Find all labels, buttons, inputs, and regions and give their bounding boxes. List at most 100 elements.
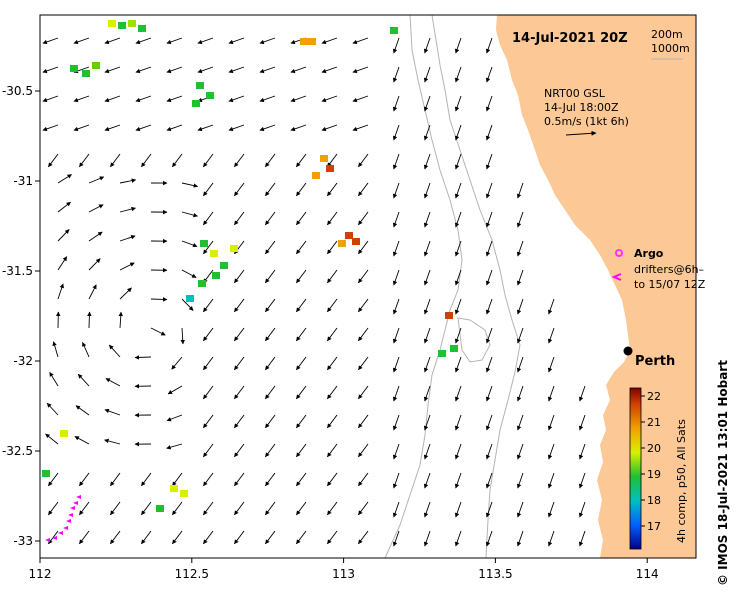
current-arrow	[358, 298, 369, 313]
current-arrow	[197, 124, 214, 132]
current-vectors	[42, 37, 586, 547]
current-arrow	[547, 327, 555, 344]
current-arrow	[296, 269, 307, 284]
current-arrow	[296, 182, 307, 197]
current-arrow	[234, 269, 245, 284]
current-arrow	[172, 501, 183, 516]
current-arrow	[485, 124, 493, 141]
current-arrow	[234, 211, 245, 226]
current-arrow	[79, 472, 90, 487]
current-arrow	[203, 414, 214, 429]
y-tick-label: -30.5	[2, 84, 33, 98]
current-arrow	[296, 356, 307, 371]
current-arrow	[454, 385, 462, 402]
current-arrow	[181, 182, 199, 188]
sst-pixel	[138, 25, 146, 32]
current-arrow	[259, 37, 276, 45]
current-arrow	[358, 182, 369, 197]
current-arrow	[57, 229, 70, 242]
sst-pixel	[308, 38, 316, 45]
current-arrow	[110, 472, 121, 487]
colorbar-tick-label: 19	[647, 468, 661, 481]
sst-pixel	[60, 430, 68, 437]
current-arrow	[327, 414, 338, 429]
current-arrow	[423, 414, 431, 431]
current-arrow	[296, 385, 307, 400]
current-arrow	[578, 443, 586, 460]
current-arrow	[172, 153, 183, 168]
sst-pixel	[82, 70, 90, 77]
current-arrow	[392, 211, 400, 228]
perth-label: Perth	[635, 354, 675, 369]
current-arrow	[135, 124, 152, 132]
x-tick-label: 112.5	[175, 567, 209, 581]
current-arrow	[234, 182, 245, 197]
current-arrow	[485, 153, 493, 170]
current-arrow	[79, 153, 90, 168]
current-arrow	[234, 298, 245, 313]
contour-label-1000m: 1000m	[651, 42, 690, 55]
current-arrow	[578, 530, 586, 547]
current-arrow	[203, 443, 214, 458]
current-arrow	[119, 287, 132, 300]
current-arrow	[547, 530, 555, 547]
y-axis: -30.5 -31 -31.5 -32 -32.5 -33	[2, 84, 40, 548]
current-arrow	[181, 298, 194, 311]
sst-pixel	[438, 350, 446, 357]
argo-label: Argo	[634, 247, 664, 260]
sst-pixel	[390, 27, 398, 34]
current-arrow	[454, 37, 462, 54]
current-arrow	[234, 153, 245, 168]
current-arrow	[454, 269, 462, 286]
current-arrow	[118, 311, 124, 329]
current-arrow	[265, 153, 276, 168]
current-arrow	[181, 211, 198, 218]
current-arrow	[516, 269, 524, 286]
sst-pixel	[300, 38, 308, 45]
current-arrow	[485, 414, 493, 431]
current-arrow	[203, 211, 214, 226]
current-arrow	[265, 443, 276, 458]
current-arrow	[392, 414, 400, 431]
current-arrow	[82, 341, 90, 358]
current-arrow	[57, 174, 72, 184]
current-arrow	[88, 204, 104, 213]
current-arrow	[234, 501, 245, 516]
current-arrow	[296, 472, 307, 487]
current-arrow	[79, 530, 90, 545]
contour-label-200m: 200m	[651, 28, 683, 41]
current-arrow	[181, 269, 197, 278]
colorbar-tick-label: 22	[647, 390, 661, 403]
current-arrow	[265, 414, 276, 429]
rottnest-contour	[457, 317, 491, 363]
current-arrow	[423, 501, 431, 518]
current-arrow	[167, 385, 183, 395]
current-arrow	[48, 472, 59, 487]
current-arrow	[392, 95, 400, 112]
current-arrow	[358, 356, 369, 371]
sst-colorbar	[629, 387, 642, 550]
current-arrow	[485, 298, 493, 315]
argo-icon	[615, 249, 623, 257]
current-arrow	[327, 240, 338, 255]
current-arrow	[454, 298, 462, 315]
current-arrow	[321, 37, 338, 45]
drifter-icon	[611, 273, 622, 281]
current-arrow	[327, 356, 338, 371]
current-arrow	[358, 443, 369, 458]
current-arrow	[228, 124, 245, 132]
current-arrow	[485, 211, 493, 228]
current-arrow	[485, 182, 493, 199]
current-arrow	[119, 235, 136, 242]
sst-pixel	[312, 172, 320, 179]
product-label: NRT00 GSL	[544, 87, 606, 100]
colorbar-ticks: 22 21 20 19 18 17	[641, 390, 661, 533]
current-arrow	[423, 95, 431, 112]
current-arrow	[358, 472, 369, 487]
current-arrow	[327, 443, 338, 458]
current-arrow	[321, 124, 338, 132]
sst-pixel	[196, 82, 204, 89]
current-arrow	[42, 124, 59, 132]
current-arrow	[327, 182, 338, 197]
